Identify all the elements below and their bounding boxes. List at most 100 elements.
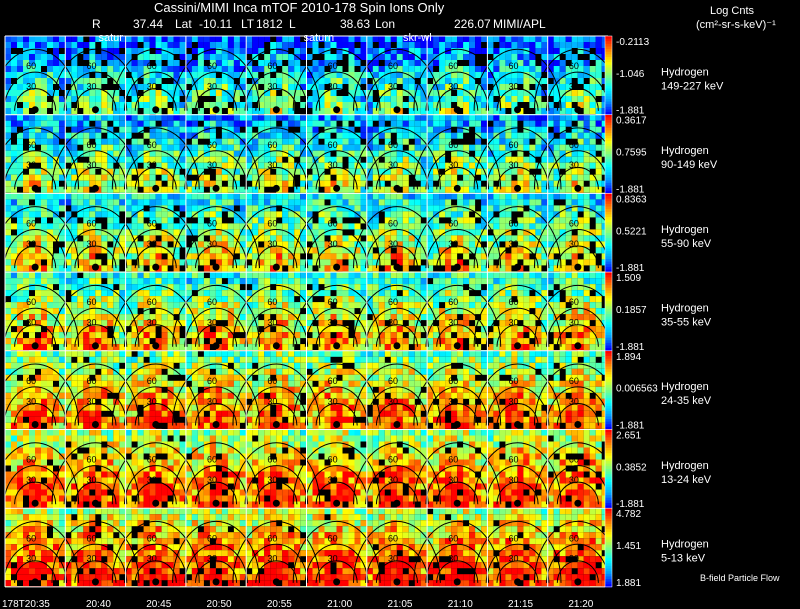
heatmap-cell xyxy=(294,223,300,229)
heatmap-cell xyxy=(445,133,451,139)
heatmap-cell xyxy=(511,54,517,60)
heatmap-cell xyxy=(41,36,47,42)
heatmap-cell xyxy=(234,66,240,72)
heatmap-cell xyxy=(113,115,119,121)
heatmap-cell xyxy=(463,157,469,163)
heatmap-cell xyxy=(548,193,554,199)
heatmap-cell xyxy=(41,84,47,90)
heatmap-cell xyxy=(493,199,499,205)
heatmap-cell xyxy=(192,205,198,211)
heatmap-cell xyxy=(331,253,337,259)
heatmap-cell xyxy=(584,66,590,72)
heatmap-cell xyxy=(126,193,132,199)
heatmap-cell xyxy=(493,145,499,151)
heatmap-cell xyxy=(590,42,596,48)
heatmap-cell xyxy=(529,145,535,151)
heatmap-cell xyxy=(234,199,240,205)
heatmap-cell xyxy=(560,133,566,139)
heatmap-cell xyxy=(41,272,47,278)
heatmap-cell xyxy=(162,133,168,139)
heatmap-cell xyxy=(439,193,445,199)
heatmap-cell xyxy=(119,284,125,290)
heatmap-cell xyxy=(343,290,349,296)
heatmap-cell xyxy=(228,36,234,42)
heatmap-cell xyxy=(493,66,499,72)
heatmap-cell xyxy=(132,308,138,314)
heatmap-cell xyxy=(325,259,331,265)
heatmap-cell xyxy=(385,96,391,102)
heatmap-cell xyxy=(101,211,107,217)
heatmap-cell xyxy=(186,133,192,139)
heatmap-cell xyxy=(41,54,47,60)
heatmap-cell xyxy=(5,344,11,350)
heatmap-cell xyxy=(493,139,499,145)
heatmap-cell xyxy=(343,42,349,48)
heatmap-cell xyxy=(222,163,228,169)
heatmap-cell xyxy=(41,145,47,151)
heatmap-cell xyxy=(499,139,505,145)
heatmap-cell xyxy=(487,115,493,121)
heatmap-cell xyxy=(71,115,77,121)
heatmap-cell xyxy=(210,199,216,205)
heatmap-cell xyxy=(53,205,59,211)
heatmap-cell xyxy=(65,54,71,60)
heatmap-cell xyxy=(53,48,59,54)
heatmap-cell xyxy=(71,145,77,151)
heatmap-cell xyxy=(578,193,584,199)
heatmap-cell xyxy=(198,278,204,284)
heatmap-cell xyxy=(300,48,306,54)
heatmap-cell xyxy=(186,157,192,163)
heatmap-cell xyxy=(535,102,541,108)
heatmap-cell xyxy=(337,42,343,48)
heatmap-cell xyxy=(168,272,174,278)
heatmap-cell xyxy=(113,60,119,66)
heatmap-cell xyxy=(65,284,71,290)
heatmap-cell xyxy=(234,181,240,187)
heatmap-cell xyxy=(5,127,11,133)
heatmap-cell xyxy=(421,284,427,290)
heatmap-cell xyxy=(11,223,17,229)
heatmap-cell xyxy=(11,193,17,199)
heatmap-cell xyxy=(445,36,451,42)
heatmap-cell xyxy=(35,290,41,296)
heatmap-cell xyxy=(584,163,590,169)
heatmap-cell xyxy=(313,199,319,205)
heatmap-cell xyxy=(101,54,107,60)
heatmap-cell xyxy=(313,302,319,308)
heatmap-cell xyxy=(59,235,65,241)
heatmap-cell xyxy=(192,199,198,205)
heatmap-cell xyxy=(132,284,138,290)
heatmap-cell xyxy=(421,54,427,60)
heatmap-cell xyxy=(535,259,541,265)
heatmap-cell xyxy=(367,193,373,199)
heatmap-cell xyxy=(216,36,222,42)
heatmap-cell xyxy=(210,211,216,217)
heatmap-cell xyxy=(47,278,53,284)
heatmap-cell xyxy=(373,199,379,205)
heatmap-cell xyxy=(119,54,125,60)
heatmap-cell xyxy=(180,284,186,290)
heatmap-cell xyxy=(276,96,282,102)
heatmap-cell xyxy=(89,36,95,42)
heatmap-cell xyxy=(234,42,240,48)
heatmap-cell xyxy=(367,115,373,121)
heatmap-cell xyxy=(379,145,385,151)
heatmap-cell xyxy=(77,278,83,284)
heatmap-cell xyxy=(355,278,361,284)
heatmap-cell xyxy=(300,199,306,205)
heatmap-cell xyxy=(355,199,361,205)
heatmap-cell xyxy=(5,265,11,271)
heatmap-cell xyxy=(234,48,240,54)
heatmap-cell xyxy=(17,265,23,271)
heatmap-cell xyxy=(240,42,246,48)
heatmap-cell xyxy=(59,42,65,48)
heatmap-cell xyxy=(95,332,101,338)
heatmap-cell xyxy=(288,217,294,223)
heatmap-cell xyxy=(77,163,83,169)
heatmap-cell xyxy=(83,272,89,278)
heatmap-cell xyxy=(156,115,162,121)
heatmap-cell xyxy=(319,84,325,90)
heatmap-cell xyxy=(53,308,59,314)
heatmap-cell xyxy=(288,145,294,151)
heatmap-cell xyxy=(77,320,83,326)
